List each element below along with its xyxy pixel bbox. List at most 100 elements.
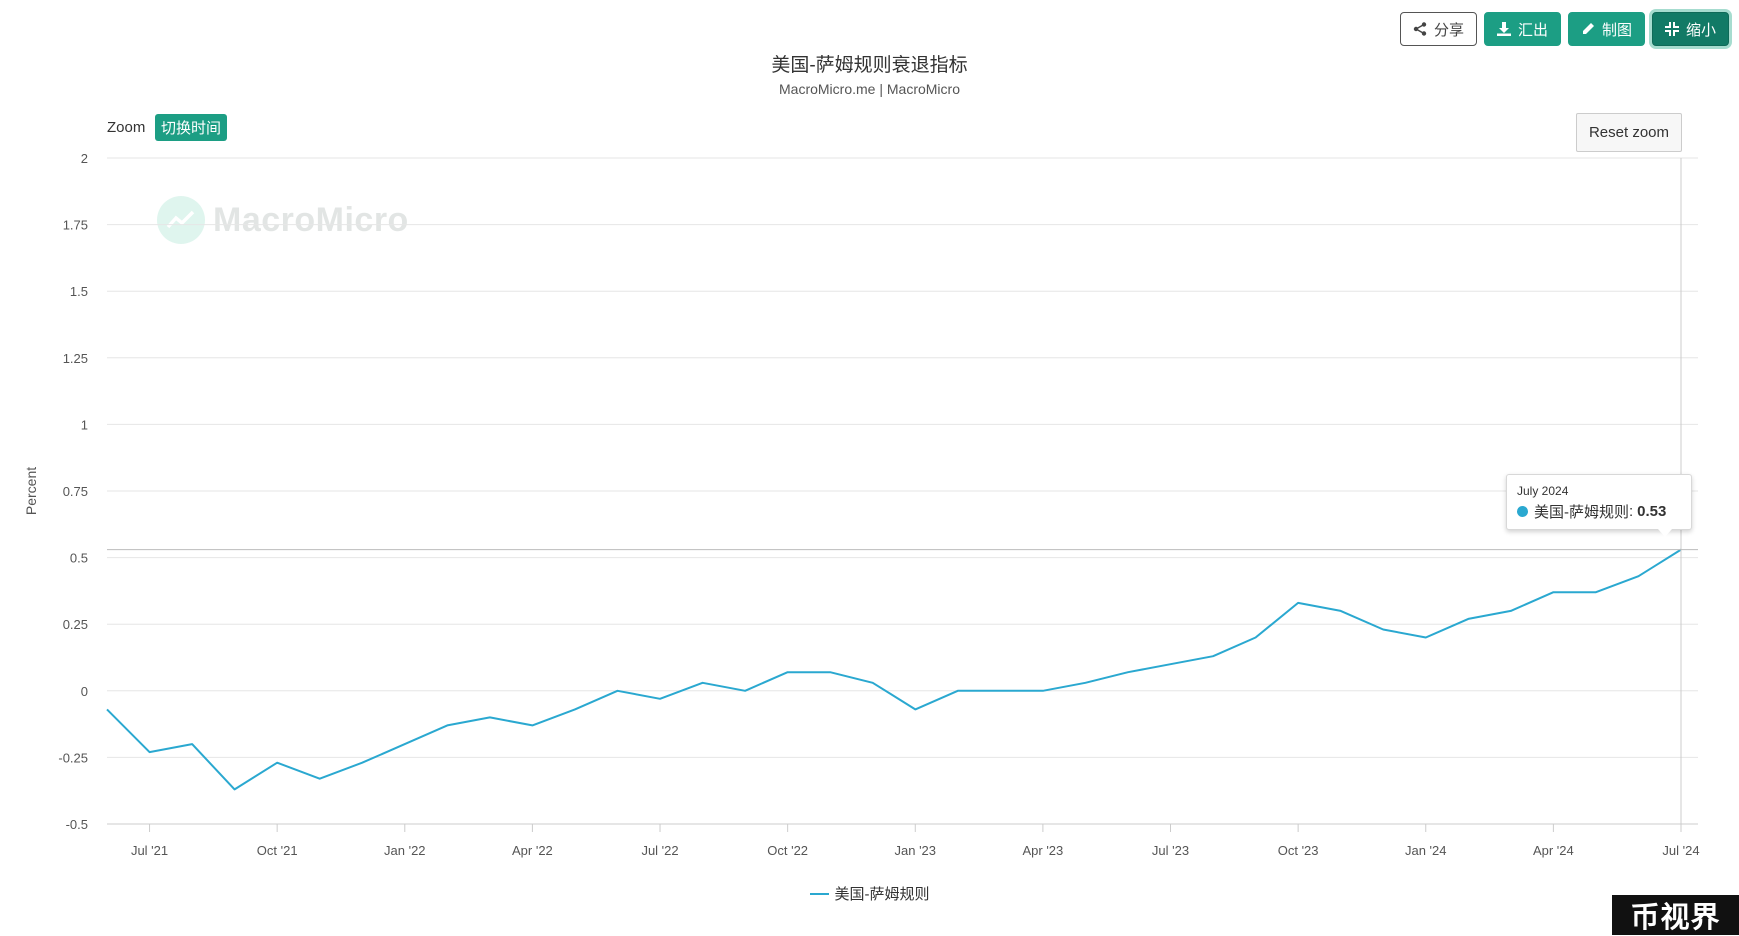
- data-point: [913, 707, 917, 711]
- x-tick-label: Jan '23: [895, 843, 937, 858]
- y-tick-label: 1.25: [63, 351, 88, 366]
- data-point: [105, 707, 109, 711]
- x-tick-label: Oct '21: [257, 843, 298, 858]
- data-point: [615, 689, 619, 693]
- data-point: [1466, 617, 1470, 621]
- data-point: [1211, 654, 1215, 658]
- data-point: [1424, 635, 1428, 639]
- compress-icon: [1664, 22, 1679, 36]
- x-tick-label: Jul '24: [1662, 843, 1699, 858]
- data-point: [658, 697, 662, 701]
- x-tick-label: Oct '23: [1278, 843, 1319, 858]
- data-point: [743, 689, 747, 693]
- x-tick-label: Jul '23: [1152, 843, 1189, 858]
- data-point: [1338, 609, 1342, 613]
- tooltip-date: July 2024: [1517, 484, 1569, 498]
- data-point: [1509, 609, 1513, 613]
- data-point: [318, 777, 322, 781]
- data-point: [1168, 662, 1172, 666]
- legend-line-swatch: [809, 892, 829, 895]
- zoom-label: Zoom: [107, 119, 146, 136]
- x-tick-label: Jan '24: [1405, 843, 1447, 858]
- watermark-logo-icon: [157, 196, 205, 244]
- data-point: [403, 742, 407, 746]
- chart-title: 美国-萨姆规则衰退指标: [771, 55, 968, 76]
- tooltip-arrow: [1658, 529, 1672, 537]
- tooltip-series-dot: [1517, 506, 1528, 517]
- tooltip-series-name: 美国-萨姆规则: [1534, 504, 1629, 521]
- y-tick-label: -0.25: [58, 750, 88, 765]
- data-point: [147, 750, 151, 754]
- data-point: [1253, 635, 1257, 639]
- series-layer: [105, 548, 1682, 791]
- share-button[interactable]: 分享: [1399, 12, 1477, 46]
- draw-label: 制图: [1601, 21, 1632, 39]
- shrink-label: 缩小: [1685, 21, 1716, 39]
- y-axis-ticks: 2 1.75 1.5 1.25 1 0.75 0.5 0.25 0 -0.25 -0.5: [58, 151, 88, 832]
- data-point: [998, 689, 1002, 693]
- x-tick-label: Jul '21: [131, 843, 168, 858]
- export-label: 汇出: [1517, 21, 1548, 39]
- export-button[interactable]: 汇出: [1483, 12, 1561, 46]
- data-point: [1126, 670, 1130, 674]
- y-tick-label: 1: [81, 417, 88, 432]
- data-point: [232, 787, 236, 791]
- reset-zoom-button[interactable]: Reset zoom: [1576, 113, 1682, 152]
- data-point: [871, 681, 875, 685]
- y-tick-label: 1.5: [70, 284, 88, 299]
- data-point: [700, 681, 704, 685]
- grid-lines: [107, 157, 1698, 758]
- x-tick-label: Jan '22: [384, 843, 426, 858]
- data-point: [360, 761, 364, 765]
- data-point: [445, 723, 449, 727]
- download-icon: [1496, 22, 1511, 36]
- y-tick-label: 2: [81, 151, 88, 166]
- legend-item[interactable]: 美国-萨姆规则: [0, 883, 1739, 904]
- data-point: [1381, 627, 1385, 631]
- data-point: [956, 689, 960, 693]
- data-point: [488, 715, 492, 719]
- x-axis: Jul '21 Oct '21 Jan '22 Apr '22 Jul '22 Oct '…: [107, 823, 1700, 858]
- legend-label: 美国-萨姆规则: [834, 886, 930, 903]
- tooltip-value: 0.53: [1637, 503, 1667, 520]
- x-tick-label: Jul '22: [641, 843, 678, 858]
- chart-toolbar: 分享 汇出 制图 缩小: [1399, 12, 1729, 46]
- draw-button[interactable]: 制图: [1567, 12, 1645, 46]
- data-point: [275, 761, 279, 765]
- data-point: [190, 742, 194, 746]
- data-point: [573, 707, 577, 711]
- share-icon: [1413, 22, 1427, 36]
- x-tick-label: Apr '24: [1533, 843, 1574, 858]
- data-point: [1636, 574, 1640, 578]
- y-tick-label: 1.75: [63, 218, 88, 233]
- data-point: [1296, 601, 1300, 605]
- pencil-icon: [1581, 22, 1595, 36]
- series-line: [106, 548, 1682, 791]
- data-point: [1083, 681, 1087, 685]
- y-tick-label: 0.25: [63, 617, 88, 632]
- watermark: MacroMicro: [157, 196, 409, 244]
- share-label: 分享: [1433, 21, 1464, 39]
- chart-subtitle: MacroMicro.me | MacroMicro: [779, 81, 960, 97]
- data-point: [828, 670, 832, 674]
- data-point: [1041, 689, 1045, 693]
- tooltip-row: 美国-萨姆规则: 0.53: [1517, 501, 1691, 522]
- y-tick-label: 0.5: [70, 551, 88, 566]
- watermark-text: MacroMicro: [213, 200, 409, 239]
- tooltip: July 2024 美国-萨姆规则: 0.53: [1506, 474, 1692, 530]
- data-point: [1551, 590, 1555, 594]
- x-tick-label: Apr '22: [512, 843, 553, 858]
- data-point: [1594, 590, 1598, 594]
- y-axis-label: Percent: [23, 467, 39, 515]
- y-tick-label: -0.5: [66, 817, 88, 832]
- x-tick-label: Apr '23: [1022, 843, 1063, 858]
- switch-time-button[interactable]: 切换时间: [155, 114, 228, 141]
- corner-badge: 币视界: [1612, 895, 1739, 935]
- data-point: [785, 670, 789, 674]
- data-point: [530, 723, 534, 727]
- y-tick-label: 0.75: [63, 484, 88, 499]
- shrink-button[interactable]: 缩小: [1651, 12, 1729, 46]
- y-tick-label: 0: [81, 684, 88, 699]
- x-tick-label: Oct '22: [767, 843, 808, 858]
